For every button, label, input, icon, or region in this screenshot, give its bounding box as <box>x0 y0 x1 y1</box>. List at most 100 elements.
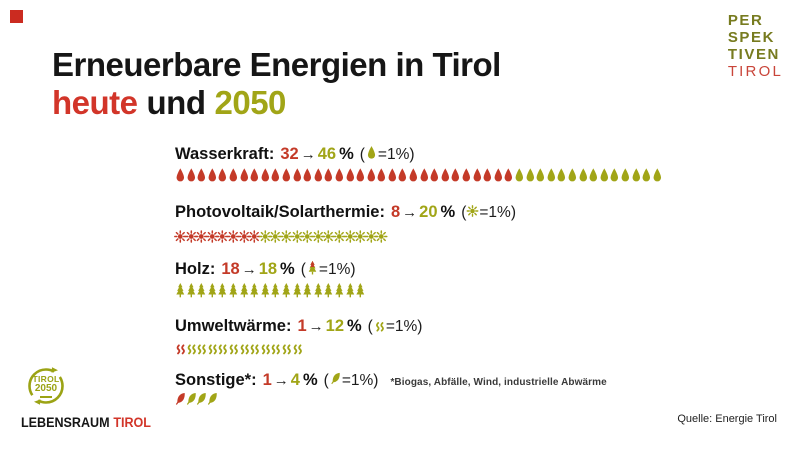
footnote: *Biogas, Abfälle, Wind, industrielle Abw… <box>390 377 607 388</box>
category-name: Holz: <box>175 260 216 278</box>
sun-icon <box>332 230 346 243</box>
sun-icon <box>205 230 219 243</box>
droplet-icon <box>229 168 237 182</box>
heat-wave-icon <box>271 344 281 355</box>
heat-wave-icon <box>229 344 238 355</box>
heat-wave-icon <box>197 344 207 355</box>
value-today: 1 <box>262 371 272 389</box>
heat-wave-icon <box>282 344 291 355</box>
sun-icon <box>269 230 282 243</box>
sun-icon <box>466 205 479 217</box>
tree-icon <box>314 282 322 298</box>
corner-accent-square <box>10 10 23 23</box>
value-2050: 18 <box>258 260 278 278</box>
category-name: Wasserkraft: <box>175 145 275 163</box>
tree-icon <box>239 282 248 298</box>
lebensraum-tirol-logo: LEBENSRAUM TIROL <box>21 415 151 430</box>
value-2050: 12 <box>325 317 344 335</box>
droplet-icon <box>367 168 375 182</box>
tree-icon <box>250 282 259 298</box>
droplet-icon <box>399 168 407 182</box>
leaf-icon <box>197 393 206 405</box>
value-today: 8 <box>390 203 401 221</box>
subtitle-und: und <box>146 84 206 121</box>
droplet-icon <box>579 168 587 182</box>
droplet-icon <box>250 168 259 182</box>
sun-icon <box>343 230 357 243</box>
heat-wave-icon <box>187 344 196 355</box>
sun-icon <box>174 230 187 243</box>
value-today: 18 <box>221 260 240 278</box>
heat-wave-icon <box>375 322 384 332</box>
sonstige-pictogram <box>175 390 217 409</box>
source-credit: Quelle: Energie Tirol <box>677 413 777 425</box>
paren-open: ( <box>367 318 373 335</box>
droplet-icon <box>240 168 248 182</box>
category-name: Photovoltaik/Solarthermie: <box>175 203 385 221</box>
droplet-icon <box>366 145 377 161</box>
holz-pictogram <box>175 281 366 300</box>
droplet-icon <box>208 168 216 182</box>
droplet-icon <box>388 168 396 182</box>
brand-line-tirol: TIROL <box>727 63 783 80</box>
droplet-icon <box>409 168 418 182</box>
tree-icon <box>303 282 312 298</box>
sun-icon <box>375 230 388 243</box>
page-subtitle: heute und 2050 <box>52 84 501 122</box>
legend-note: (=1%) <box>461 204 516 221</box>
row-label-wasserkraft: Wasserkraft: 32 → 46% (=1%) <box>175 144 415 165</box>
value-today: 1 <box>297 317 307 335</box>
droplet-icon <box>324 168 333 182</box>
sun-icon <box>216 230 229 243</box>
droplet-icon <box>632 168 640 182</box>
subtitle-heute: heute <box>52 84 138 121</box>
leaf-icon <box>186 393 196 405</box>
sun-icon <box>184 230 198 243</box>
droplet-icon <box>621 168 629 182</box>
droplet-icon <box>441 168 449 182</box>
circle-word-2050: 2050 <box>34 383 58 394</box>
droplet-icon <box>600 168 608 182</box>
perspektiven-tirol-logo: PER SPEK TIVEN TIROL <box>728 12 783 80</box>
lebensraum-word: LEBENSRAUM <box>21 415 110 430</box>
paren-open: ( <box>461 204 467 221</box>
arrow-icon: → <box>273 372 289 389</box>
tree-icon <box>292 282 301 298</box>
sun-icon <box>258 230 272 243</box>
umweltwaerme-pictogram <box>175 338 302 357</box>
paren-open: ( <box>359 146 365 163</box>
droplet-icon <box>473 168 481 182</box>
leaf-icon <box>207 393 217 405</box>
droplet-icon <box>282 168 290 182</box>
droplet-icon <box>483 168 492 182</box>
legend-note: (=1%) <box>368 318 423 335</box>
tree-icon <box>197 282 206 298</box>
droplet-icon <box>218 168 227 182</box>
droplet-icon <box>568 168 576 182</box>
droplet-icon <box>494 168 502 182</box>
percent-sign: % <box>280 260 295 278</box>
droplet-icon <box>335 168 343 182</box>
heat-wave-icon <box>374 317 385 333</box>
droplet-icon <box>462 168 471 182</box>
droplet-icon <box>515 168 524 182</box>
droplet-icon <box>653 168 661 182</box>
row-label-sonstige: Sonstige*: 1 → 4% (=1%) *Biogas, Abfälle, Win… <box>175 370 607 393</box>
droplet-icon <box>293 168 301 182</box>
droplet-icon <box>589 168 598 182</box>
value-2050: 4 <box>290 371 300 389</box>
sun-icon <box>290 230 304 243</box>
heat-wave-icon <box>219 344 228 355</box>
tree-icon <box>261 282 270 298</box>
value-2050: 20 <box>419 203 438 221</box>
tree-icon <box>271 282 280 298</box>
droplet-icon <box>452 168 460 182</box>
arrow-icon: → <box>308 318 324 335</box>
droplet-icon <box>197 168 206 182</box>
droplet-icon <box>367 146 375 159</box>
sun-icon <box>322 230 335 243</box>
sun-icon <box>195 230 208 243</box>
tree-icon <box>307 260 318 276</box>
arrow-icon: → <box>241 261 257 278</box>
